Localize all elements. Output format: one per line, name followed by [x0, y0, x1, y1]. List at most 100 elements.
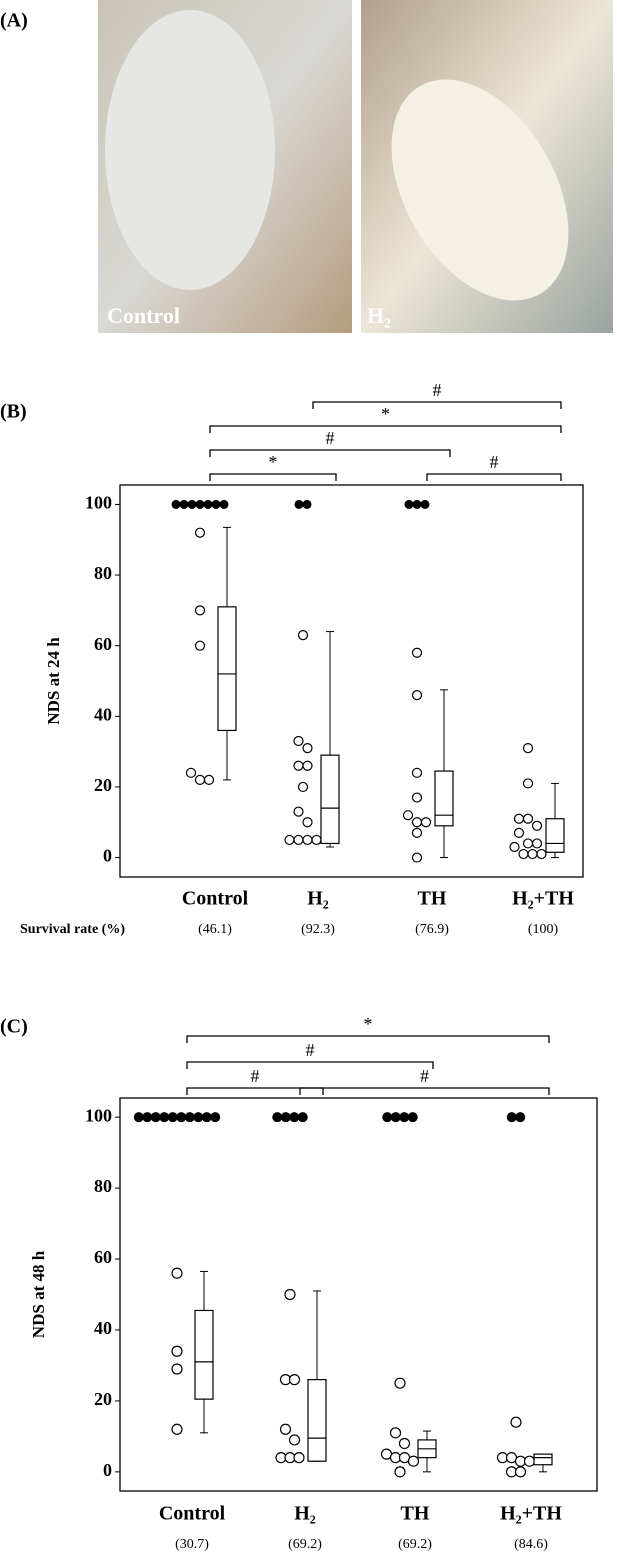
open-dot: [518, 848, 529, 860]
y-axis-title: NDS at 24 h: [44, 637, 63, 725]
significance: *: [269, 452, 278, 472]
filled-dot: [193, 1112, 204, 1123]
open-dot: [194, 774, 206, 785]
open-dot: [293, 760, 304, 771]
open-dot: [194, 640, 206, 651]
filled-dot: [289, 1112, 300, 1123]
bracket: [426, 473, 562, 481]
survival-label: (100): [528, 922, 559, 937]
open-dot: [293, 735, 304, 747]
y-tick-label: 80: [94, 563, 112, 583]
open-dot: [288, 1374, 301, 1386]
open-dot: [513, 813, 525, 824]
open-dot: [171, 1363, 183, 1375]
filled-dot: [399, 1112, 410, 1123]
open-dot: [297, 781, 309, 793]
filled-dot: [420, 499, 430, 509]
open-dot: [194, 527, 206, 538]
open-dot: [522, 838, 534, 849]
panel-label: (B): [0, 401, 27, 423]
open-dot: [194, 605, 206, 616]
filled-dot: [412, 499, 422, 509]
x-tick-label: TH: [401, 1503, 430, 1525]
filled-dot: [179, 499, 189, 509]
open-dot: [536, 848, 547, 860]
filled-dot: [133, 1112, 144, 1123]
box: [533, 1453, 553, 1466]
open-dot: [288, 1434, 301, 1446]
photo-label: Control: [107, 303, 180, 328]
filled-dot: [506, 1112, 517, 1123]
bracket: [299, 1087, 550, 1095]
rat: [105, 10, 275, 290]
filled-dot: [176, 1112, 187, 1123]
filled-dot: [210, 1112, 221, 1123]
open-dot: [284, 834, 295, 846]
significance: #: [326, 428, 335, 448]
open-dot: [411, 827, 423, 838]
y-tick-label: 60: [94, 634, 112, 654]
survival-title: Survival rate (%): [20, 922, 125, 937]
x-tick-label: H₂: [294, 1503, 316, 1525]
bracket: [186, 1087, 324, 1095]
y-axis-title: NDS at 48 h: [29, 1250, 48, 1338]
x-tick-label: TH: [418, 888, 447, 910]
filled-dot: [272, 1112, 283, 1123]
filled-dot: [203, 499, 213, 509]
open-dot: [302, 834, 313, 846]
filled-dot: [211, 499, 221, 509]
x-tick-label: Control: [159, 1503, 226, 1525]
open-dot: [523, 1455, 536, 1467]
open-dot: [411, 852, 423, 863]
open-dot: [284, 1288, 296, 1301]
y-tick-label: 0: [103, 1460, 112, 1480]
y-tick-label: 20: [94, 1389, 112, 1409]
open-dot: [398, 1437, 411, 1450]
open-dot: [522, 742, 534, 754]
open-dot: [293, 806, 304, 817]
open-dot: [411, 690, 423, 701]
filled-dot: [302, 499, 312, 509]
filled-dot: [150, 1112, 161, 1123]
significance: #: [490, 452, 499, 472]
open-dot: [185, 767, 197, 778]
significance: #: [420, 1066, 429, 1086]
significance: #: [251, 1066, 260, 1086]
filled-dot: [280, 1112, 291, 1123]
box: [434, 770, 454, 827]
y-tick-label: 40: [94, 1318, 112, 1338]
open-dot: [203, 774, 215, 785]
y-tick-label: 80: [94, 1176, 112, 1196]
bracket: [186, 1061, 434, 1069]
y-tick-label: 60: [94, 1247, 112, 1267]
filled-dot: [184, 1112, 195, 1123]
filled-dot: [390, 1112, 401, 1123]
open-dot: [171, 1423, 183, 1435]
open-dot: [411, 647, 423, 658]
survival-label: (76.9): [415, 922, 449, 937]
bracket: [209, 449, 451, 457]
open-dot: [311, 834, 322, 846]
y-tick-label: 20: [94, 775, 112, 795]
open-dot: [527, 848, 538, 860]
box: [307, 1379, 327, 1462]
rat: [391, 79, 569, 301]
photo-label: H₂: [367, 303, 391, 328]
filled-dot: [407, 1112, 418, 1123]
significance: *: [364, 1014, 373, 1034]
open-dot: [302, 817, 313, 828]
open-dot: [302, 742, 313, 754]
open-dot: [531, 820, 543, 831]
bracket: [209, 473, 337, 481]
box: [320, 754, 340, 845]
y-tick-label: 0: [103, 846, 112, 866]
filled-dot: [171, 499, 181, 509]
survival-label: (30.7): [175, 1537, 209, 1552]
box: [545, 818, 565, 853]
y-tick-label: 100: [85, 493, 112, 513]
filled-dot: [219, 499, 229, 509]
filled-dot: [167, 1112, 178, 1123]
filled-dot: [515, 1112, 526, 1123]
